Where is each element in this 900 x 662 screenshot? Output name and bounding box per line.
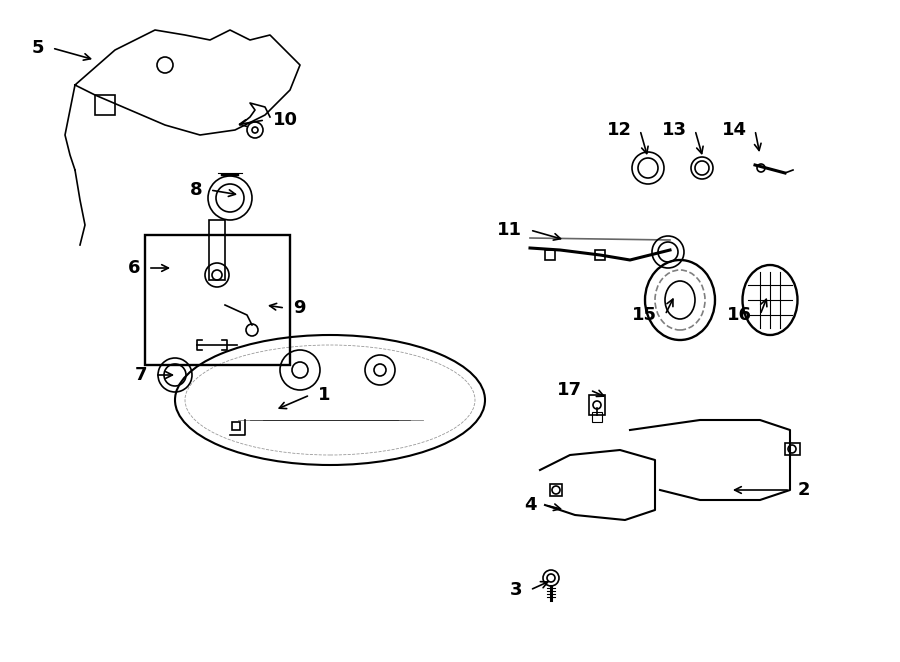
Text: 11: 11	[497, 221, 522, 239]
Text: 7: 7	[134, 366, 147, 384]
Bar	[232, 422, 240, 430]
Text: 3: 3	[509, 581, 522, 599]
Text: 9: 9	[293, 299, 305, 317]
Text: 12: 12	[607, 121, 632, 139]
Text: 17: 17	[557, 381, 582, 399]
Text: 14: 14	[722, 121, 747, 139]
Text: 2: 2	[798, 481, 811, 499]
Bar	[209, 220, 225, 280]
Circle shape	[757, 164, 765, 172]
Bar	[589, 395, 605, 415]
Text: 4: 4	[525, 496, 537, 514]
Bar	[545, 250, 555, 260]
Text: 5: 5	[32, 39, 44, 57]
Text: 6: 6	[128, 259, 140, 277]
Bar	[145, 235, 290, 365]
Bar	[592, 412, 602, 422]
Text: 10: 10	[273, 111, 298, 129]
Bar	[595, 250, 605, 260]
Text: 1: 1	[318, 386, 330, 404]
Bar	[95, 95, 115, 115]
Bar	[785, 443, 800, 455]
Text: 15: 15	[632, 306, 657, 324]
Text: 13: 13	[662, 121, 687, 139]
Text: 16: 16	[727, 306, 752, 324]
Bar	[550, 484, 562, 496]
Text: 8: 8	[189, 181, 202, 199]
